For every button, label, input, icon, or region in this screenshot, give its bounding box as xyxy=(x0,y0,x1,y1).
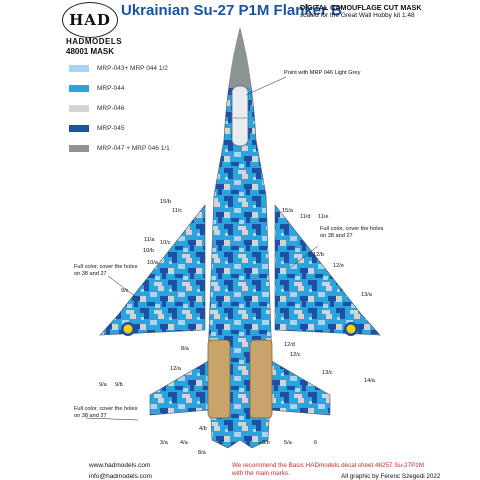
callout-12a: 12/a xyxy=(170,366,181,372)
legend-swatch xyxy=(69,124,89,132)
callout-11c: 11/c xyxy=(172,208,183,214)
decal-recommendation: We recommend the Basic HADmodels decal s… xyxy=(232,462,425,477)
email-link[interactable]: info@hadmodels.com xyxy=(89,473,152,480)
callout-13a: 13/a xyxy=(361,292,372,298)
callout-11d: 11/d xyxy=(300,214,311,220)
callout-5a: 5/a xyxy=(284,440,292,446)
right-tailplane xyxy=(269,359,331,416)
callout-9b: 9/b xyxy=(115,382,123,388)
callout-3a: 3/a xyxy=(160,440,168,446)
callout-12e: 12/e xyxy=(333,263,344,269)
callout-13c: 13/c xyxy=(322,370,333,376)
callout-12b: 12/b xyxy=(313,252,324,258)
full-color-note-bottom: Full color, cover the holes on 38 and 27 xyxy=(74,406,138,419)
callout-10a: 10/a xyxy=(147,260,158,266)
logo-text: HAD xyxy=(69,11,111,29)
legend-item: MRP-045 xyxy=(69,118,170,138)
legend-swatch xyxy=(69,64,89,72)
callout-4b: 4/b xyxy=(199,426,207,432)
right-engine-intake xyxy=(249,339,273,419)
callout-7: 7 xyxy=(221,440,225,446)
callout-12c: 12/c xyxy=(290,352,301,358)
callout-6: 6 xyxy=(314,440,318,446)
callout-4a: 4/a xyxy=(180,440,188,446)
legend-swatch xyxy=(69,144,89,152)
legend-label: MRP-045 xyxy=(97,124,125,132)
left-wing xyxy=(99,204,206,336)
legend-label: MRP-046 xyxy=(97,104,125,112)
brand-name: HADMODELS xyxy=(66,37,123,46)
callout-11e: 11/e xyxy=(318,214,329,220)
right-roundel xyxy=(344,322,358,336)
callout-15b: 15/b xyxy=(160,199,171,205)
callout-14a: 14/a xyxy=(364,378,375,384)
callout-15a: 15/a xyxy=(282,208,293,214)
callout-11a: 11/a xyxy=(144,237,155,243)
legend-swatch xyxy=(69,104,89,112)
legend-item: MRP-043+ MRP 044 1/2 xyxy=(69,58,170,78)
product-code: 48001 MASK xyxy=(66,47,115,56)
left-engine-intake xyxy=(207,339,231,419)
scale-note: scaled for the Great Wall Hobby kit 1:48 xyxy=(300,12,415,19)
legend-item: MRP-047 + MRP 046 1/1 xyxy=(69,138,170,158)
left-roundel xyxy=(121,322,135,336)
callout-8a-bottom: 8/a xyxy=(198,450,206,456)
legend-swatch xyxy=(69,84,89,92)
callout-12d: 12/d xyxy=(284,342,295,348)
legend-label: MRP-043+ MRP 044 1/2 xyxy=(97,64,168,72)
nose-cone xyxy=(229,28,251,88)
callout-8a: 8/a xyxy=(181,346,189,352)
legend-label: MRP-044 xyxy=(97,84,125,92)
right-wing xyxy=(274,204,381,336)
callout-10b: 10/b xyxy=(143,248,154,254)
legend-item: MRP-044 xyxy=(69,78,170,98)
callout-8b: 8/b xyxy=(262,440,270,446)
nose-note: Point with MRP 046 Light Grey xyxy=(284,70,361,76)
full-color-note-right: Full color, cover the holes on 38 and 27 xyxy=(320,226,384,239)
page-title: Ukrainian Su-27 P1M Flanker B xyxy=(121,2,342,19)
canopy xyxy=(231,85,249,147)
had-logo: HAD xyxy=(62,2,118,38)
callout-10c: 10/c xyxy=(160,240,171,246)
callout-9c: 9/c xyxy=(121,288,129,294)
subtitle: DIGITAL CAMOUFLAGE CUT MASK xyxy=(300,3,422,12)
color-legend: MRP-043+ MRP 044 1/2 MRP-044 MRP-046 MRP… xyxy=(69,58,170,158)
website-link[interactable]: www.hadmodels.com xyxy=(89,462,151,469)
callout-9a: 9/a xyxy=(99,382,107,388)
legend-label: MRP-047 + MRP 046 1/1 xyxy=(97,144,170,152)
legend-item: MRP-046 xyxy=(69,98,170,118)
full-color-note-left: Full color, cover the holes on 38 and 27 xyxy=(74,264,138,277)
graphic-credit: All graphic by Ferenc Szegedi 2022 xyxy=(341,473,441,480)
